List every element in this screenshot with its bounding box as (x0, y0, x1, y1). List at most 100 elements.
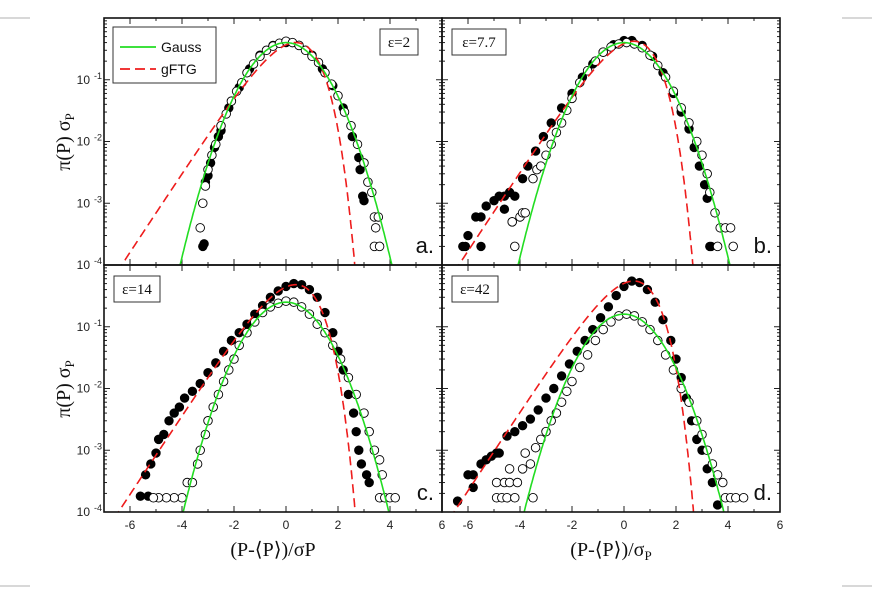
open-marker (370, 223, 381, 233)
open-marker (374, 241, 385, 252)
legend: Gauss gFTG (112, 26, 217, 84)
open-marker (528, 173, 538, 184)
gftg-curve (117, 283, 357, 512)
epsilon-label-box (379, 28, 419, 56)
filled-marker (343, 389, 354, 400)
open-marker (510, 241, 520, 252)
gauss-curve (517, 41, 731, 265)
x-tick-label: -6 (463, 518, 474, 532)
panel-letter: b. (754, 233, 772, 258)
gauss-curve (182, 301, 390, 512)
filled-marker (169, 408, 179, 418)
filled-marker (619, 281, 629, 292)
y-tick-label: 10 -4 (77, 256, 102, 272)
y-axis-title-top: π(P) σP (53, 113, 77, 171)
filled-marker (611, 290, 621, 301)
x-tick-label: -2 (567, 518, 578, 532)
open-marker (195, 223, 205, 233)
filled-marker (476, 241, 486, 252)
open-marker (281, 296, 291, 306)
panel-b: ε=7.7 b. (441, 17, 781, 266)
filled-marker (179, 393, 190, 403)
filled-marker (361, 470, 372, 480)
plot-area (120, 36, 393, 265)
y-tick-label: 10 -1 (77, 318, 102, 334)
open-marker (562, 386, 572, 397)
open-marker (161, 493, 172, 503)
filled-marker (351, 426, 361, 437)
y-tick-label-base: 10 (77, 320, 91, 334)
open-marker (590, 335, 601, 346)
filled-marker (460, 241, 471, 252)
plot-area (452, 276, 749, 512)
open-marker (148, 493, 159, 503)
y-tick-label-base: 10 (77, 382, 91, 396)
open-marker (731, 493, 741, 503)
filled-marker (199, 239, 209, 249)
y-tick-label: 10 -1 (77, 71, 102, 87)
y-tick-label-base: 10 (77, 258, 91, 272)
y-axis-title-sub: P (62, 360, 77, 367)
gftg-curve (120, 41, 356, 265)
y-tick-label-exponent: -4 (94, 256, 102, 266)
open-marker (567, 376, 577, 387)
y-tick-label: 10 -4 (77, 503, 102, 519)
filled-marker (289, 278, 299, 289)
y-tick-label-exponent: -3 (94, 441, 102, 451)
filled-marker (174, 402, 185, 412)
open-marker (491, 477, 502, 488)
x-axis-title-sub: P (644, 548, 651, 563)
x-tick-label: 2 (673, 518, 680, 532)
x-tick-label: 6 (439, 518, 446, 532)
x-tick-label: 0 (621, 518, 628, 532)
open-marker (728, 241, 738, 252)
filled-marker (463, 230, 473, 241)
open-marker (738, 493, 749, 503)
x-axis-title-right: (P-⟨P⟩)/σP (570, 539, 651, 563)
filled-marker (510, 426, 520, 437)
gauss-curve (523, 313, 725, 512)
open-marker (520, 208, 530, 218)
open-marker (718, 477, 728, 488)
x-axis-title-left: (P-⟨P⟩)/σP (230, 539, 315, 561)
x-axis-title-main: (P-⟨P⟩)/σ (570, 539, 644, 561)
gftg-curve (457, 40, 694, 265)
open-marker (312, 319, 322, 329)
y-tick-label-base: 10 (77, 135, 91, 149)
gauss-curve (179, 41, 393, 265)
panels: 10-110-210-310 -4ε=2a.GaussgFTGε=7.7b.10-… (77, 17, 784, 532)
y-tick-label-exponent: -1 (94, 71, 102, 81)
filled-marker (603, 302, 614, 312)
filled-marker (595, 313, 606, 323)
y-tick-label-exponent: -4 (94, 503, 102, 513)
filled-marker (541, 393, 551, 403)
filled-marker (320, 307, 330, 318)
filled-marker (517, 420, 528, 431)
open-marker (169, 493, 179, 503)
y-tick-label-exponent: -2 (94, 133, 102, 143)
filled-marker (525, 414, 536, 424)
epsilon-label: ε=14 (122, 282, 152, 298)
y-tick-label: 10 -2 (77, 133, 102, 149)
panel-letter: a. (416, 233, 434, 258)
panel-letter: c. (417, 480, 434, 505)
y-tick-label-exponent: -1 (94, 318, 102, 328)
open-marker (575, 362, 585, 373)
filled-marker (304, 284, 315, 295)
filled-marker (642, 284, 653, 295)
open-marker (177, 493, 187, 503)
filled-marker (135, 491, 146, 501)
x-tick-label: -4 (515, 518, 526, 532)
open-marker (198, 198, 208, 208)
legend-label: gFTG (161, 61, 197, 77)
epsilon-label: ε=42 (460, 282, 490, 298)
open-marker (502, 493, 512, 503)
epsilon-label-box (451, 275, 499, 303)
gftg-curve (453, 280, 695, 512)
filled-marker (533, 405, 543, 415)
open-marker (504, 477, 515, 488)
filled-marker (356, 459, 367, 469)
open-marker (645, 324, 655, 335)
x-tick-label: 4 (725, 518, 732, 532)
open-marker (598, 324, 608, 335)
